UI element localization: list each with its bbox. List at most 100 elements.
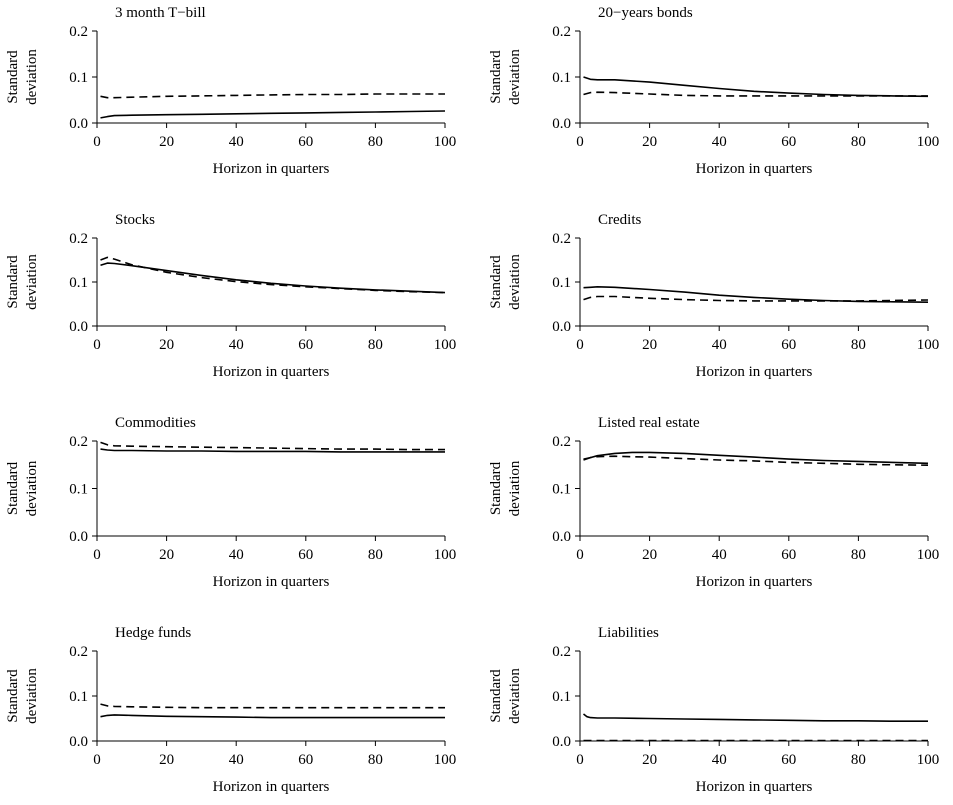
- y-axis-title: deviation: [24, 254, 40, 310]
- chart-panel-8: 0.0 0.1 0.2 0 20 40 60 80 100 Liabilities Horizon …: [488, 625, 939, 795]
- x-tick-label: 80: [368, 337, 383, 353]
- series-line-dashed: [583, 455, 929, 466]
- panel-title: Stocks: [115, 212, 155, 228]
- y-tick-label: 0.2: [69, 434, 88, 450]
- y-tick-label: 0.1: [552, 275, 571, 291]
- x-tick-label: 100: [917, 752, 940, 768]
- chart-panel-5: 0.0 0.1 0.2 0 20 40 60 80 100 Commodities Horizon …: [5, 415, 456, 590]
- x-tick-label: 0: [576, 337, 584, 353]
- x-tick-label: 20: [642, 134, 657, 150]
- y-tick-label: 0.2: [552, 434, 571, 450]
- y-tick-label: 0.2: [69, 231, 88, 247]
- x-axis-title: Horizon in quarters: [213, 574, 330, 590]
- x-tick-label: 80: [368, 134, 383, 150]
- x-tick-label: 0: [576, 134, 584, 150]
- y-tick-label: 0.2: [552, 644, 571, 660]
- x-axis-title: Horizon in quarters: [213, 364, 330, 380]
- x-tick-label: 40: [712, 337, 727, 353]
- y-tick-label: 0.2: [69, 24, 88, 40]
- series-line-dashed: [583, 295, 929, 302]
- series-line-dashed: [583, 91, 928, 97]
- y-axis-title: Standard: [5, 669, 21, 723]
- x-tick-label: 60: [298, 752, 313, 768]
- y-axis-title: deviation: [24, 49, 40, 105]
- x-tick-label: 60: [781, 547, 796, 563]
- x-tick-label: 60: [298, 547, 313, 563]
- series-line-dashed: [100, 256, 446, 294]
- x-tick-label: 80: [851, 547, 866, 563]
- panel-title: Listed real estate: [598, 415, 700, 431]
- y-tick-label: 0.0: [69, 319, 88, 335]
- x-tick-label: 80: [851, 134, 866, 150]
- y-tick-label: 0.0: [552, 734, 571, 750]
- x-tick-label: 0: [93, 134, 101, 150]
- series-line-solid: [100, 262, 446, 294]
- y-tick-label: 0.1: [552, 482, 571, 498]
- x-tick-label: 100: [434, 337, 457, 353]
- y-axis-title: Standard: [5, 50, 21, 104]
- series-line-solid: [583, 76, 929, 98]
- x-axis-title: Horizon in quarters: [696, 779, 813, 795]
- x-tick-label: 60: [298, 134, 313, 150]
- panel-title: Liabilities: [598, 625, 659, 641]
- y-tick-label: 0.0: [69, 529, 88, 545]
- chart-panel-2: 0.0 0.1 0.2 0 20 40 60 80 100 20−years bonds Horiz…: [488, 5, 939, 177]
- x-tick-label: 60: [298, 337, 313, 353]
- x-tick-label: 0: [93, 752, 101, 768]
- y-axis-title: Standard: [488, 50, 504, 104]
- series-line-solid: [100, 448, 445, 453]
- y-tick-label: 0.2: [552, 231, 571, 247]
- x-axis-title: Horizon in quarters: [696, 574, 813, 590]
- x-tick-label: 0: [576, 752, 584, 768]
- x-tick-label: 60: [781, 337, 796, 353]
- x-tick-label: 80: [851, 752, 866, 768]
- y-axis-title: deviation: [507, 460, 523, 516]
- y-tick-label: 0.0: [552, 319, 571, 335]
- x-tick-label: 60: [781, 134, 796, 150]
- x-axis-title: Horizon in quarters: [696, 161, 813, 177]
- x-tick-label: 0: [576, 547, 584, 563]
- x-tick-label: 100: [434, 134, 457, 150]
- x-tick-label: 40: [229, 752, 244, 768]
- x-tick-label: 20: [642, 547, 657, 563]
- x-tick-label: 100: [917, 134, 940, 150]
- series-line-solid: [583, 451, 929, 465]
- y-tick-label: 0.1: [69, 482, 88, 498]
- x-tick-label: 100: [434, 547, 457, 563]
- series-line-solid: [100, 714, 445, 719]
- x-tick-label: 20: [159, 134, 174, 150]
- series-line-solid: [583, 713, 928, 723]
- y-axis-title: Standard: [488, 255, 504, 309]
- x-tick-label: 20: [159, 547, 174, 563]
- y-axis-title: Standard: [5, 461, 21, 515]
- panel-title: Commodities: [115, 415, 196, 431]
- y-axis-title: deviation: [507, 668, 523, 724]
- y-tick-label: 0.1: [552, 689, 571, 705]
- chart-panel-4: 0.0 0.1 0.2 0 20 40 60 80 100 Credits Horizon in q…: [488, 212, 939, 380]
- y-axis-title: Standard: [5, 255, 21, 309]
- chart-panel-6: 0.0 0.1 0.2 0 20 40 60 80 100 Listed real estate H…: [488, 415, 939, 590]
- x-tick-label: 20: [642, 337, 657, 353]
- x-axis-title: Horizon in quarters: [213, 161, 330, 177]
- series-line-solid: [100, 110, 446, 119]
- series-line-dashed: [100, 93, 445, 99]
- x-tick-label: 100: [917, 337, 940, 353]
- y-tick-label: 0.0: [69, 116, 88, 132]
- y-axis-title: deviation: [507, 254, 523, 310]
- y-axis-title: Standard: [488, 461, 504, 515]
- y-tick-label: 0.2: [552, 24, 571, 40]
- x-tick-label: 80: [851, 337, 866, 353]
- y-axis-title: Standard: [488, 669, 504, 723]
- y-axis-title: deviation: [24, 460, 40, 516]
- x-tick-label: 0: [93, 547, 101, 563]
- x-tick-label: 60: [781, 752, 796, 768]
- x-tick-label: 40: [712, 752, 727, 768]
- y-axis-title: deviation: [507, 49, 523, 105]
- y-axis-title: deviation: [24, 668, 40, 724]
- x-tick-label: 80: [368, 752, 383, 768]
- panel-title: Credits: [598, 212, 641, 228]
- panel-title: 20−years bonds: [598, 5, 693, 21]
- x-tick-label: 80: [368, 547, 383, 563]
- x-axis-title: Horizon in quarters: [696, 364, 813, 380]
